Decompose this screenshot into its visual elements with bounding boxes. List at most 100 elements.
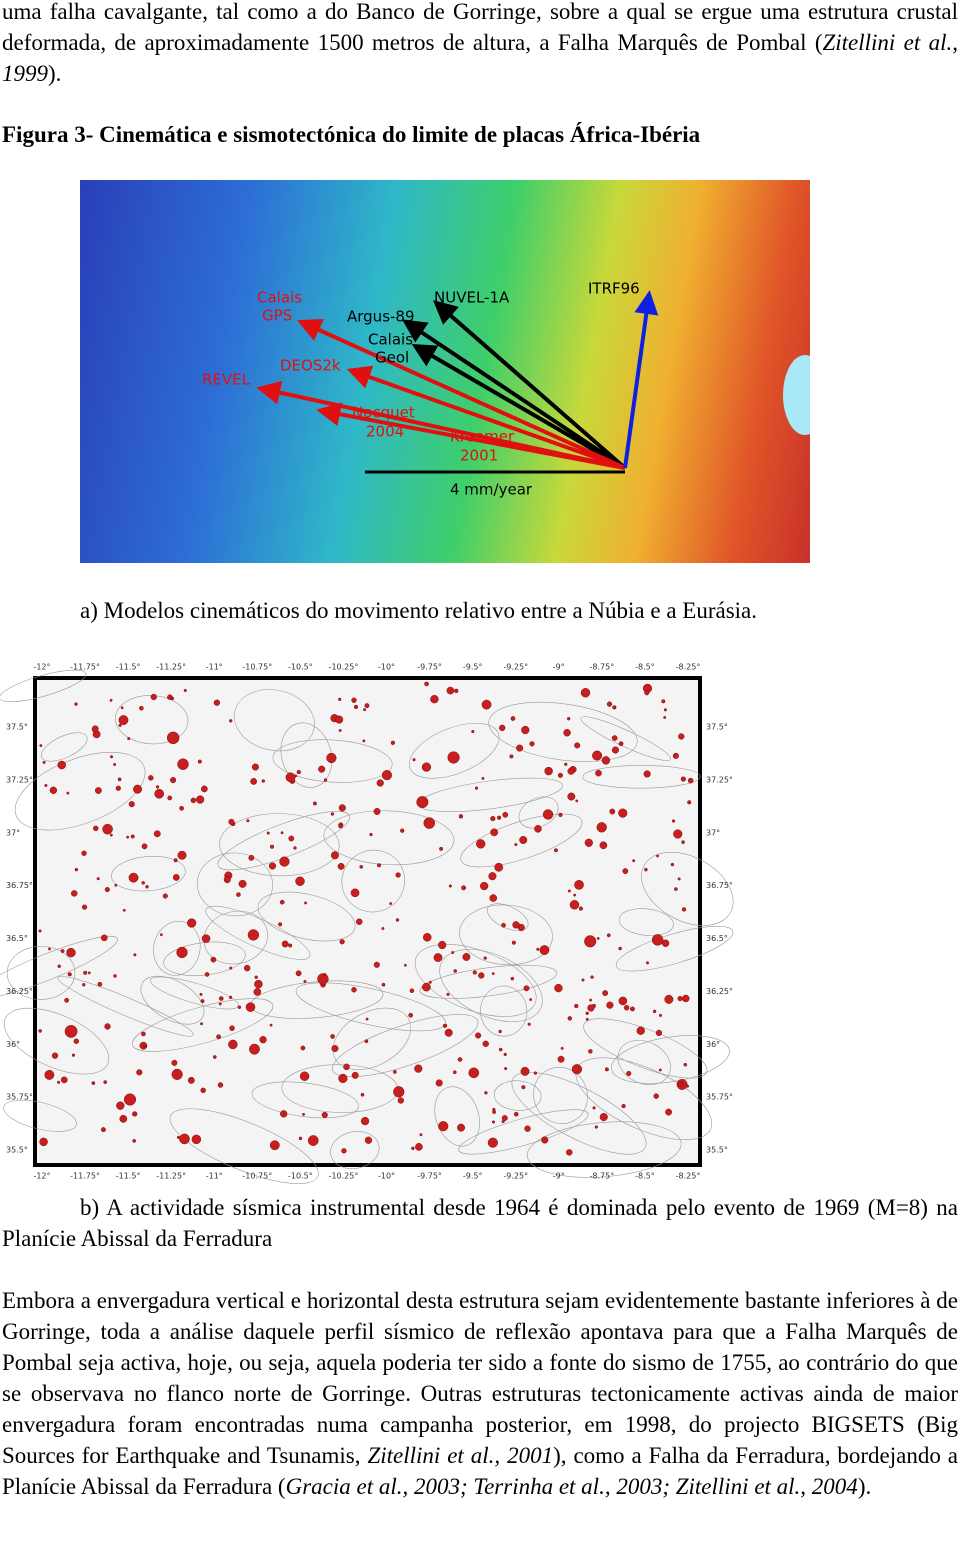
quake-dot [323,778,328,782]
quake-dot [512,921,520,929]
quake-dot [471,729,475,734]
quake-dot [302,1112,305,1116]
contour [526,1121,682,1178]
quake-dot [395,872,401,878]
quake-dot [630,1006,635,1012]
quake-dot [312,801,317,806]
quake-dot [350,888,360,898]
quake-dot [299,1071,310,1081]
contour [459,904,553,966]
contour [488,701,638,762]
quake-dot [673,829,683,839]
contour [533,1066,588,1124]
quake-dot [304,901,307,905]
lat-label: 36.5° [706,934,728,943]
coast [783,355,810,435]
quake-dot [341,1148,347,1154]
quake-dot [64,997,70,1003]
lon-label: -10° [378,663,395,672]
lat-label: 36.75° [706,881,733,890]
quake-dot [601,756,611,765]
contour [217,811,351,871]
contour [233,689,315,752]
quake-dot [118,723,122,727]
quake-dot [330,851,339,860]
arrow [297,318,626,470]
quake-dot [187,1076,195,1084]
quake-dot [254,979,263,989]
axis-labels: -12° -12° -11.75° -11.75° -11.5° -11.5° -11.25… [6,663,733,1181]
quake-dot [415,1143,423,1151]
quake-dot [148,775,154,781]
quake-dot [626,1070,632,1077]
lon-label: -12° [33,663,50,672]
quake-dot [416,796,429,809]
quake-dot [38,1029,42,1033]
lat-label: 37° [706,828,720,837]
quake-dot [557,772,563,778]
text-run: uma falha cavalgante, tal como a do Banc… [2,0,958,55]
quake-dot [393,1070,397,1074]
quake-dot [360,1116,370,1126]
quake-dot [104,1023,111,1030]
quake-dot [414,1064,423,1073]
quake-dot [564,762,568,766]
label: REVEL [202,371,251,389]
label: NUVEL-1A [434,289,510,307]
quake-dot [448,884,452,888]
quake-dot [672,752,679,759]
quake-dot [468,1067,480,1079]
quake-dot [280,831,284,835]
quake-dot [671,819,676,823]
lon-label: -8.25° [676,1172,701,1181]
quake-dot [351,1071,359,1079]
quake-dot [397,1097,404,1104]
contour [439,949,543,1022]
quake-dot [91,725,99,733]
text-run: Zitellini et al., 1999 [2,30,958,86]
quake-dot [475,1032,482,1039]
quake-dot [682,994,690,1003]
contour [331,1014,479,1078]
quake-dot [266,831,270,835]
quake-dot [139,705,144,711]
quake-dot [171,1059,178,1066]
quake-dot [173,858,178,863]
quake-dot [176,946,188,959]
contour [414,944,537,1017]
quake-dot [474,786,479,790]
quake-dot [491,972,495,976]
quake-dot [502,811,509,818]
lon-label: -11.25° [156,1172,186,1181]
quake-dot [237,1005,242,1009]
quake-dot [458,814,464,819]
quake-dot [172,874,180,881]
quake-dot [42,760,46,764]
quake-dot [643,770,651,778]
lon-label: -8.5° [635,663,655,672]
quake-dot [623,1004,630,1011]
quake-dot [39,744,43,748]
quake-dot [574,742,581,749]
quake-dot [229,966,233,970]
quake-dot [71,890,78,897]
quake-dot [210,956,217,963]
quake-dot [393,1086,405,1098]
quake-dot [423,933,432,942]
quake-dot [119,1115,128,1123]
quake-dot [655,1029,663,1037]
quake-dot [113,974,117,978]
contour [434,1086,480,1147]
contour [131,998,274,1052]
lon-label: -9° [553,1172,565,1181]
quake-dot [423,817,435,829]
quake-dot [498,1047,503,1052]
contour [3,1007,110,1075]
quake-dot [281,940,289,948]
quake-dot [179,1133,190,1145]
quake-dot [136,1069,143,1076]
lat-label: 35.5° [6,1146,28,1155]
quake-dot [293,846,297,850]
lon-label: -10.75° [242,1172,272,1181]
quake-dot [326,752,337,764]
